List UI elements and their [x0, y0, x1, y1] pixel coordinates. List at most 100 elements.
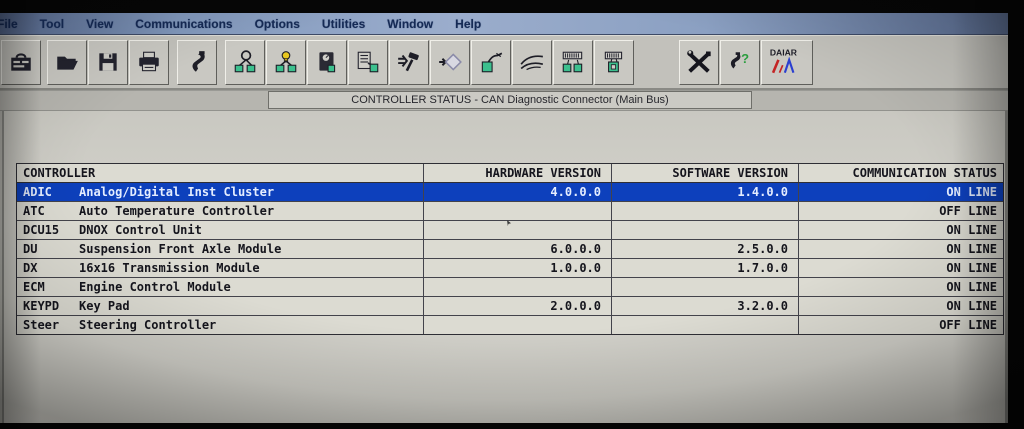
table-body: ADIC Analog/Digital Inst Cluster 4.0.0.0 …: [17, 183, 1003, 334]
controller-name: Steering Controller: [79, 318, 217, 332]
controller-name: 16x16 Transmission Module: [79, 261, 260, 275]
menu-item-view[interactable]: View: [86, 16, 114, 31]
communication-status-cell: ON LINE: [946, 185, 997, 199]
controller-id: DX: [23, 261, 38, 275]
hardware-version-cell: [424, 202, 612, 220]
menu-item-file[interactable]: File: [0, 16, 18, 31]
controller-name: Suspension Front Axle Module: [79, 242, 282, 256]
connector-probe-icon: [192, 51, 205, 72]
open-folder-icon: [57, 56, 78, 70]
controller-name: Engine Control Module: [79, 280, 231, 294]
open-file-button[interactable]: [47, 39, 87, 85]
module-cable-button[interactable]: [471, 39, 511, 85]
network-bulb-icon: [275, 51, 297, 73]
page-title: CONTROLLER STATUS - CAN Diagnostic Conne…: [268, 91, 752, 109]
diamond-flow-button[interactable]: [430, 39, 470, 85]
software-version-cell: [612, 278, 799, 296]
table-row[interactable]: DCU15 DNOX Control Unit ON LINE: [17, 221, 1003, 240]
menu-item-help[interactable]: Help: [455, 16, 482, 31]
software-version-cell: [612, 202, 799, 220]
module-program-button[interactable]: [594, 39, 634, 85]
communication-status-cell: ON LINE: [946, 261, 997, 275]
table-row[interactable]: ADIC Analog/Digital Inst Cluster 4.0.0.0 …: [17, 183, 1003, 202]
network-circle-icon: [234, 50, 256, 73]
controller-cell: DX 16x16 Transmission Module: [17, 259, 424, 277]
est-toolbox-button[interactable]: [1, 39, 41, 85]
modules-program-button[interactable]: [553, 39, 593, 85]
save-button[interactable]: [88, 39, 128, 85]
communication-status-cell: OFF LINE: [939, 318, 997, 332]
network-detect-button[interactable]: [225, 39, 265, 85]
module-meter-button[interactable]: [307, 39, 347, 85]
wire-harness-icon: [520, 55, 544, 71]
hammer-arrow-icon: [398, 52, 419, 72]
connector-help-icon: ?: [730, 51, 749, 69]
table-header-row: CONTROLLER HARDWARE VERSION SOFTWARE VER…: [17, 164, 1003, 183]
hardware-version-cell: 2.0.0.0: [424, 297, 612, 315]
hardware-version-cell: [424, 316, 612, 334]
module-cable-icon: [481, 52, 503, 73]
floppy-disk-icon: [99, 53, 117, 71]
tools-icon: [687, 50, 711, 73]
print-button[interactable]: [129, 39, 169, 85]
controller-id: KEYPD: [23, 299, 60, 313]
hardware-version-cell: [424, 278, 612, 296]
daiar-logo-icon: DAIAR: [770, 48, 798, 74]
software-version-cell: 3.2.0.0: [612, 297, 799, 315]
controller-id: Steer: [23, 318, 60, 332]
software-version-cell: [612, 316, 799, 334]
controller-cell: DU Suspension Front Axle Module: [17, 240, 424, 258]
table-row[interactable]: DU Suspension Front Axle Module 6.0.0.0 2…: [17, 240, 1003, 259]
application-window: File Tool View Communications Options Utiliti…: [0, 13, 1008, 423]
controller-name: Auto Temperature Controller: [79, 204, 275, 218]
communication-status-cell: ON LINE: [946, 299, 997, 313]
controller-cell: ECM Engine Control Module: [17, 278, 424, 296]
module-display-icon: [604, 51, 623, 73]
controller-id: ADIC: [23, 185, 52, 199]
connector-help-button[interactable]: ?: [720, 39, 760, 85]
build-button[interactable]: [389, 39, 429, 85]
software-version-cell: [612, 221, 799, 239]
menu-item-tool[interactable]: Tool: [39, 16, 65, 31]
controller-status-table: CONTROLLER HARDWARE VERSION SOFTWARE VER…: [16, 163, 1004, 335]
controller-name: DNOX Control Unit: [79, 223, 202, 237]
controller-id: DU: [23, 242, 38, 256]
hardware-version-cell: 1.0.0.0: [424, 259, 612, 277]
daiar-logo-text: DAIAR: [770, 48, 798, 58]
content-area: CONTROLLER HARDWARE VERSION SOFTWARE VER…: [0, 111, 1008, 423]
software-version-cell: 2.5.0.0: [612, 240, 799, 258]
toolbar: ? DAIAR: [0, 35, 1008, 90]
menu-item-utilities[interactable]: Utilities: [321, 16, 366, 31]
question-glyph: ?: [741, 51, 749, 66]
est-toolbox-icon: [11, 53, 31, 71]
menu-item-window[interactable]: Window: [387, 16, 434, 31]
table-row[interactable]: ECM Engine Control Module ON LINE: [17, 278, 1003, 297]
controller-cell: Steer Steering Controller: [17, 316, 424, 334]
controller-name: Analog/Digital Inst Cluster: [79, 185, 275, 199]
controller-id: ECM: [23, 280, 45, 294]
wire-harness-button[interactable]: [512, 39, 552, 85]
table-row[interactable]: Steer Steering Controller OFF LINE: [17, 316, 1003, 334]
communication-status-cell: ON LINE: [946, 242, 997, 256]
software-version-cell: 1.7.0.0: [612, 259, 799, 277]
network-inspect-button[interactable]: [266, 39, 306, 85]
controller-name: Key Pad: [79, 299, 130, 313]
report-module-button[interactable]: [348, 39, 388, 85]
menu-bar: File Tool View Communications Options Utiliti…: [0, 13, 1008, 35]
controller-cell: ATC Auto Temperature Controller: [17, 202, 424, 220]
communication-status-cell: ON LINE: [946, 223, 997, 237]
menu-item-communications[interactable]: Communications: [135, 16, 233, 31]
table-row[interactable]: DX 16x16 Transmission Module 1.0.0.0 1.7.…: [17, 259, 1003, 278]
menu-item-options[interactable]: Options: [254, 16, 300, 31]
diamond-arrow-icon: [439, 53, 462, 71]
hardware-version-cell: 6.0.0.0: [424, 240, 612, 258]
software-version-cell: 1.4.0.0: [612, 183, 799, 201]
tools-button[interactable]: [679, 39, 719, 85]
daiar-logo-button[interactable]: DAIAR: [761, 39, 813, 85]
communication-status-cell: OFF LINE: [939, 204, 997, 218]
table-row[interactable]: ATC Auto Temperature Controller OFF LINE: [17, 202, 1003, 221]
table-row[interactable]: KEYPD Key Pad 2.0.0.0 3.2.0.0 ON LINE: [17, 297, 1003, 316]
modules-display-icon: [562, 51, 583, 73]
column-header-software-version: SOFTWARE VERSION: [612, 164, 799, 182]
connector-probe-button[interactable]: [177, 39, 217, 85]
